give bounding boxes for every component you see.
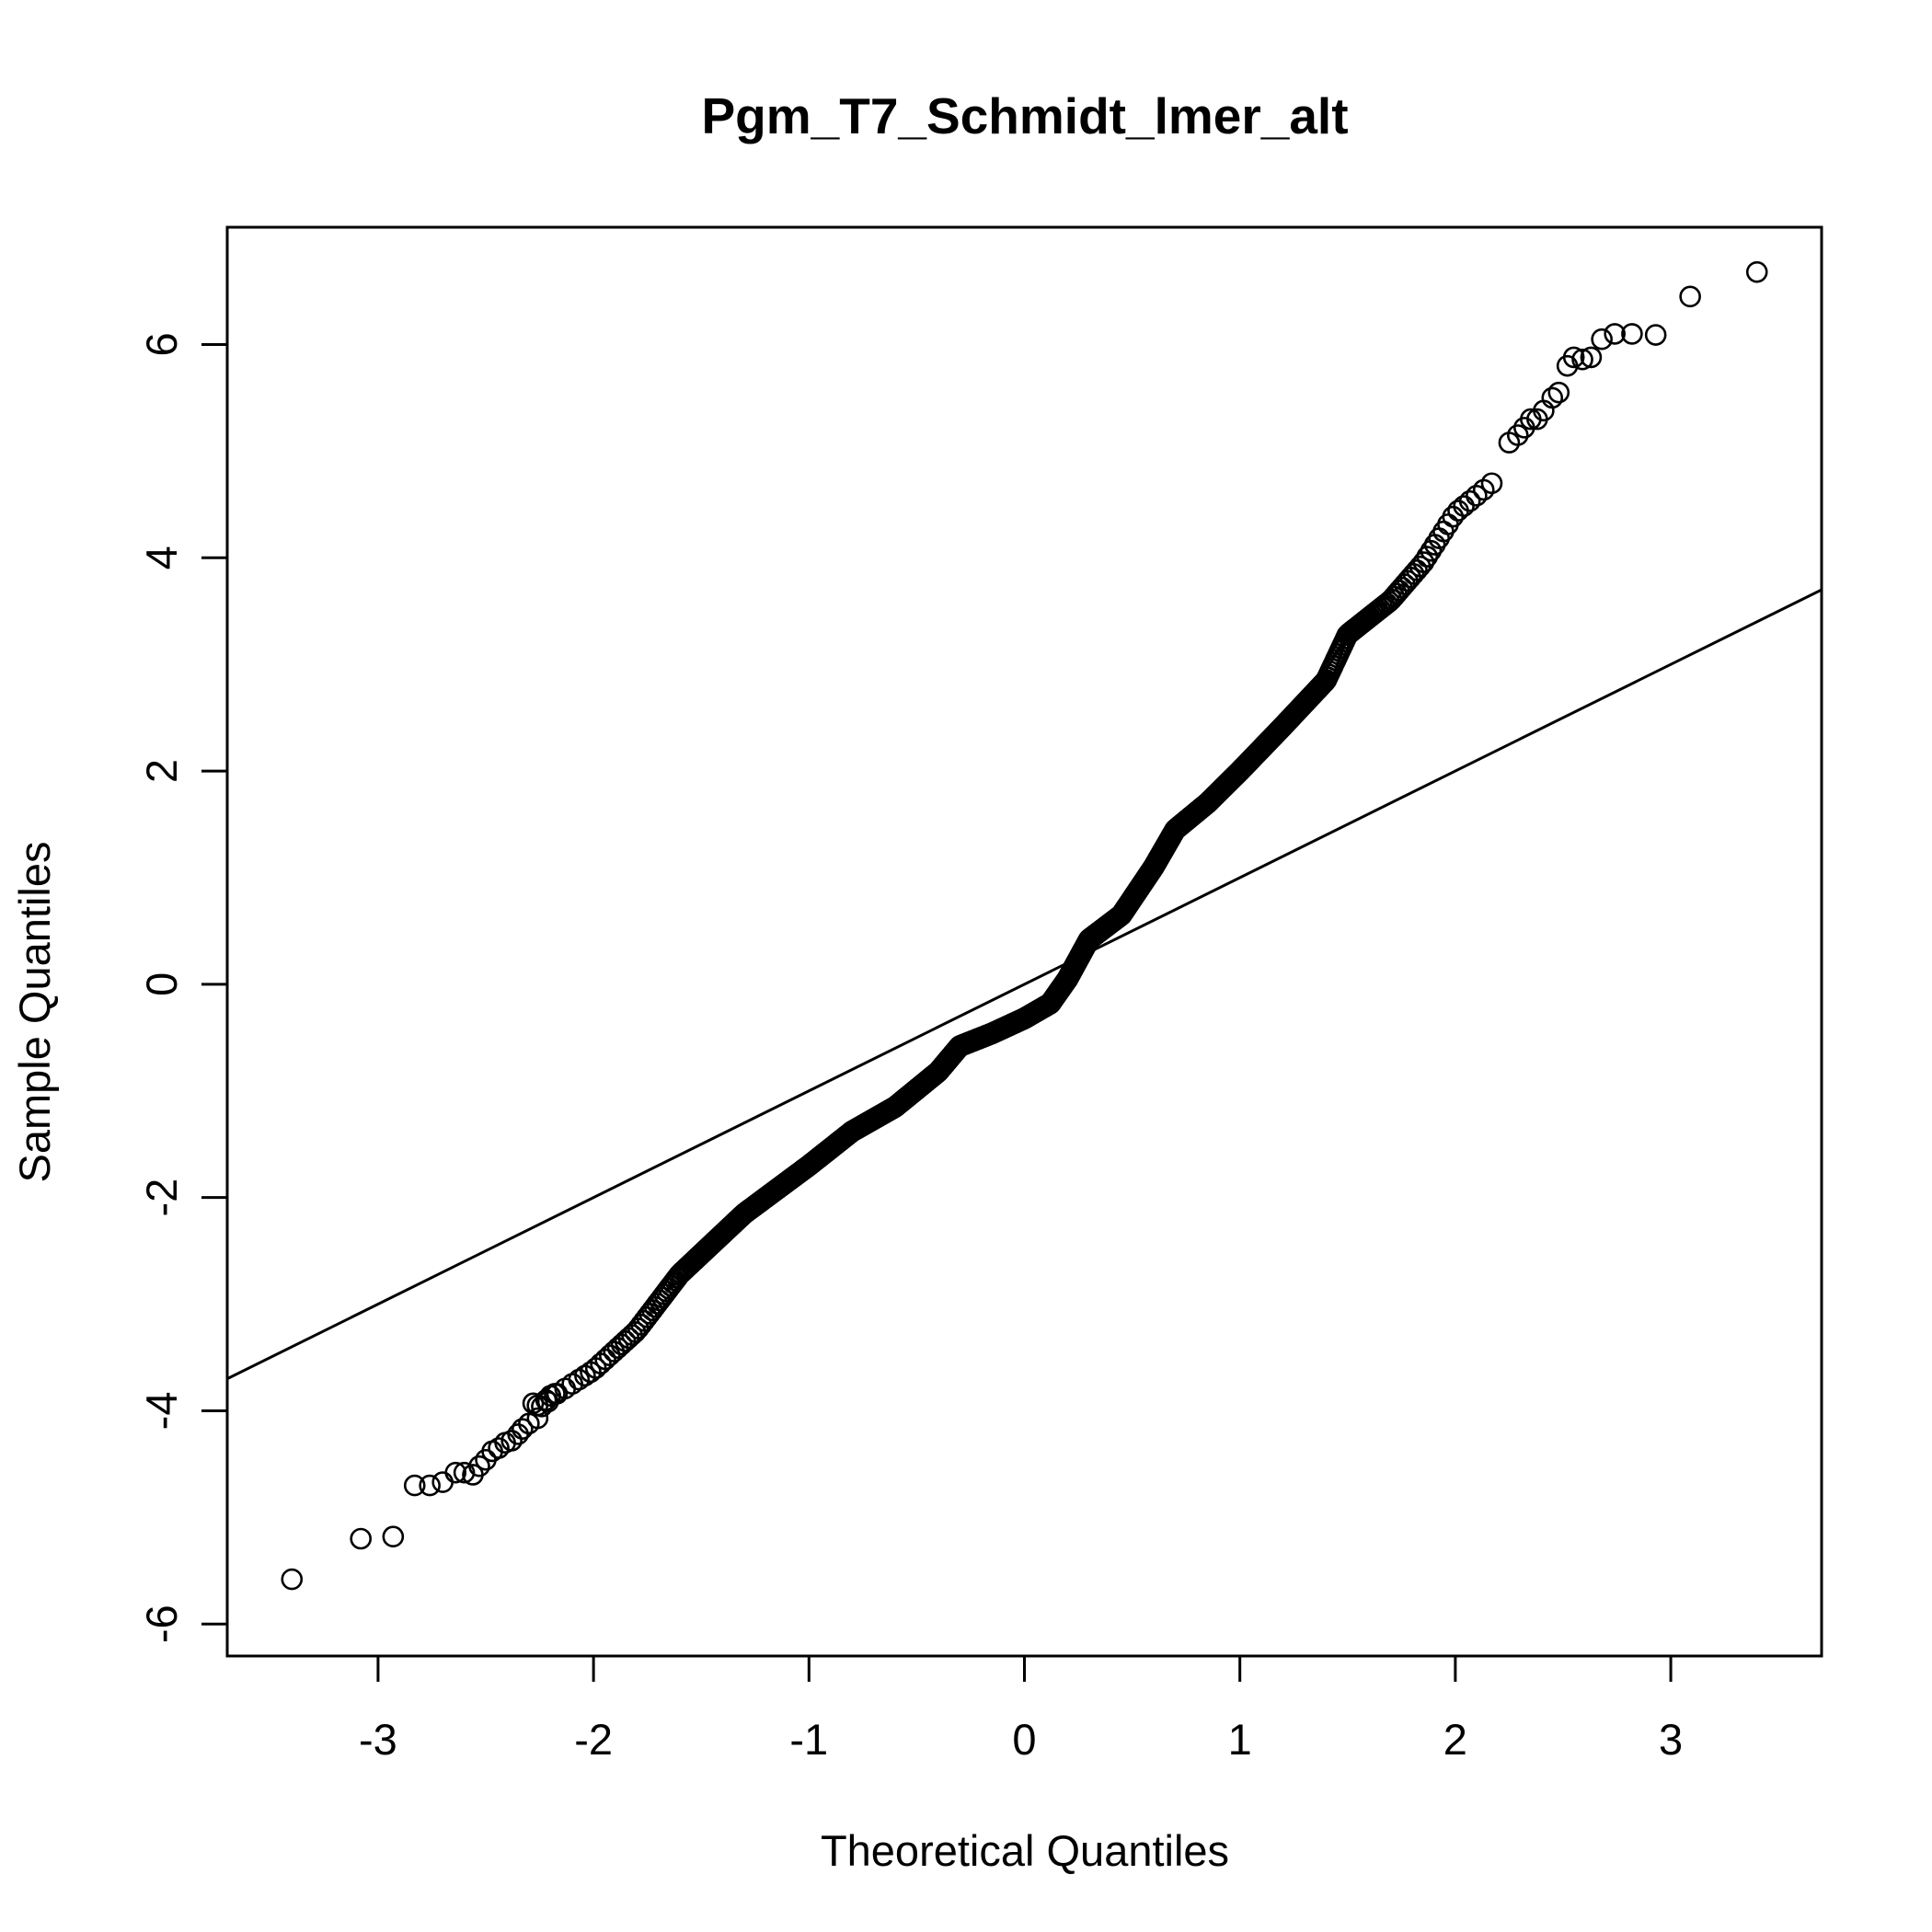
qq-point (281, 1568, 304, 1591)
qq-point (1541, 386, 1564, 409)
y-tick-label: 4 (137, 546, 186, 569)
qq-point (1644, 324, 1667, 346)
qq-point (1562, 346, 1585, 369)
qq-point (1591, 328, 1613, 351)
y-tick-label: -6 (137, 1604, 186, 1643)
y-tick-label: 6 (137, 332, 186, 356)
chart-title: Pgm_T7_Schmidt_lmer_alt (701, 87, 1348, 144)
y-tick-label: 2 (137, 759, 186, 783)
qq-point (500, 1430, 523, 1452)
x-tick-label: -2 (574, 1715, 613, 1764)
qq-point (419, 1474, 441, 1497)
qq-point (1679, 285, 1701, 308)
qq-point (568, 1368, 591, 1391)
qq-point (599, 1344, 621, 1366)
x-tick-label: 3 (1659, 1715, 1683, 1764)
qq-point (350, 1527, 373, 1550)
y-tick-label: -4 (137, 1392, 186, 1431)
x-tick-label: -3 (359, 1715, 397, 1764)
qq-point (1604, 323, 1626, 345)
qq-reference-line (227, 588, 1822, 1381)
qq-point (1466, 485, 1488, 507)
qq-point (1547, 381, 1570, 404)
x-tick-label: 0 (1012, 1715, 1036, 1764)
x-tick-label: -1 (789, 1715, 828, 1764)
x-tick-label: 2 (1443, 1715, 1467, 1764)
qq-point (574, 1364, 596, 1387)
qq-point (403, 1474, 426, 1497)
x-axis-label: Theoretical Quantiles (821, 1826, 1229, 1875)
qq-point (444, 1461, 467, 1484)
qq-point (453, 1461, 476, 1484)
qq-point (544, 1383, 566, 1405)
qq-point (1506, 424, 1529, 446)
qq-point (630, 1314, 652, 1336)
qq-point (1458, 489, 1481, 512)
qq-point (1745, 260, 1768, 283)
qq-point (512, 1418, 534, 1440)
qq-point (1580, 346, 1603, 369)
qq-point (1571, 348, 1593, 371)
qq-point (1480, 472, 1503, 495)
qq-point (382, 1525, 405, 1547)
qq-point (488, 1437, 510, 1459)
x-tick-label: 1 (1228, 1715, 1252, 1764)
qq-point (518, 1412, 540, 1435)
plot-frame (225, 225, 1823, 1658)
y-tick-label: -2 (137, 1179, 186, 1217)
qq-point (1621, 323, 1643, 345)
qq-point (468, 1455, 490, 1478)
qq-point (1416, 546, 1439, 568)
y-tick-label: 0 (137, 972, 186, 996)
qq-point (1412, 551, 1435, 573)
y-axis-label: Sample Quantiles (10, 842, 59, 1183)
qq-points (281, 260, 1768, 1591)
